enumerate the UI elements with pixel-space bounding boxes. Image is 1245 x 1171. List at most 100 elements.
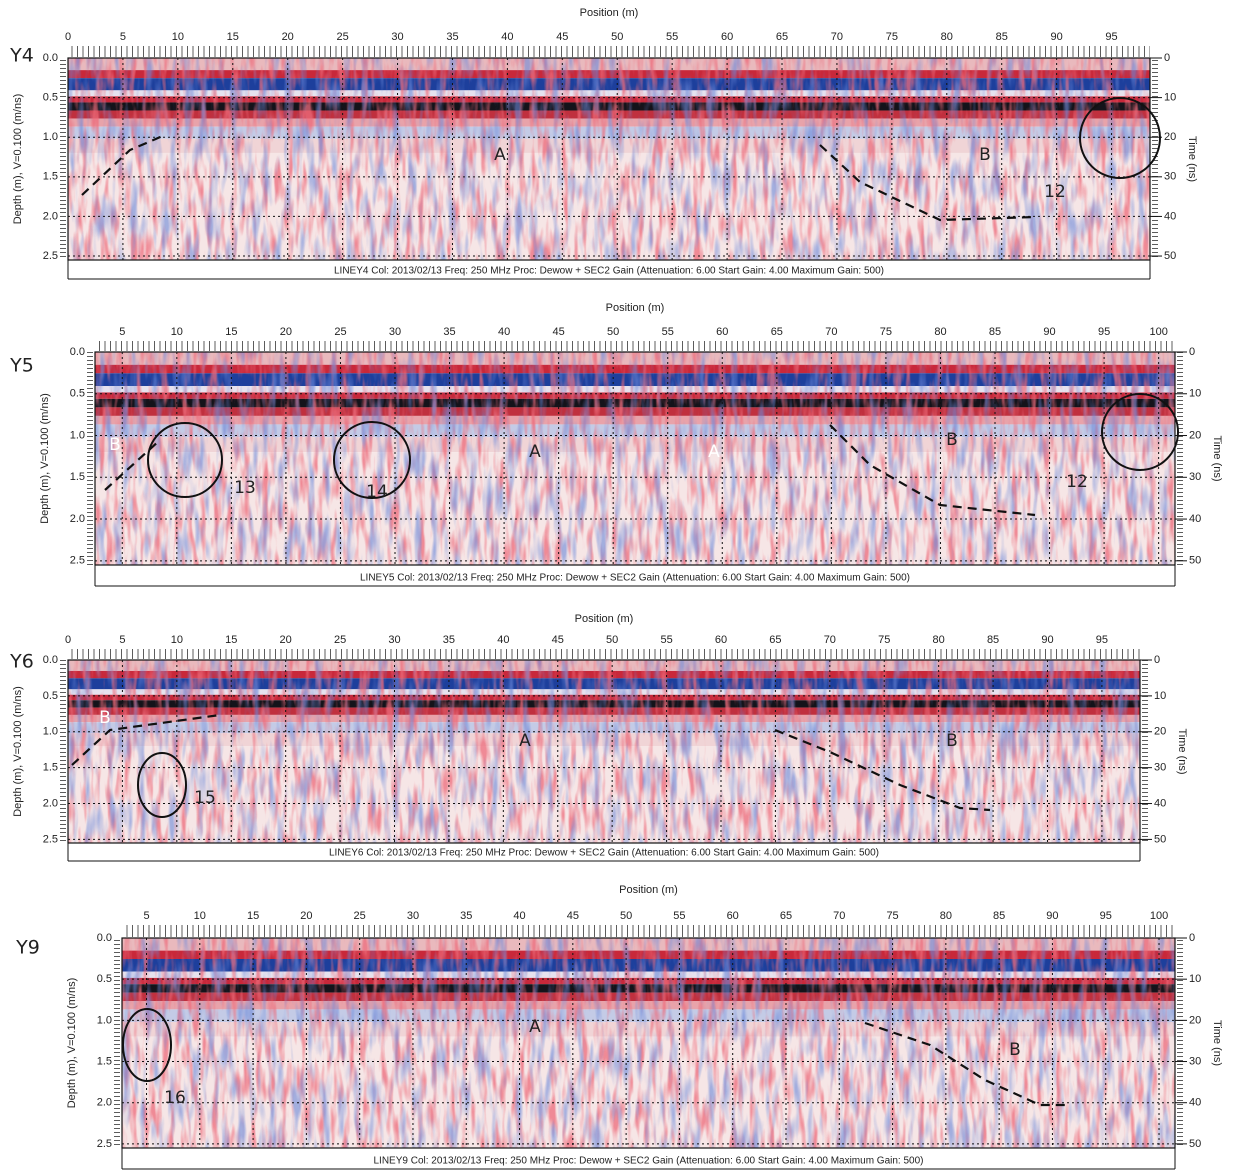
x-tick-label: 30	[391, 31, 403, 43]
y-tick-label: 2.0	[70, 513, 85, 525]
annotation: 12	[1066, 472, 1088, 492]
x-tick-label: 10	[194, 910, 206, 922]
x-tick-label: 35	[443, 326, 455, 338]
x-tick-label: 45	[567, 910, 579, 922]
y-tick-label: 2.0	[43, 797, 58, 809]
x-tick-label: 5	[119, 326, 125, 338]
x-tick-label: 35	[443, 634, 455, 646]
annotation: B	[946, 731, 958, 751]
y-tick-label: 0.5	[43, 690, 58, 702]
x-tick-label: 70	[833, 910, 845, 922]
annotation: B	[1009, 1040, 1021, 1060]
y-tick-label: 2.5	[70, 555, 85, 567]
y2-tick-label: 40	[1154, 797, 1166, 809]
panel-label: Y6	[9, 651, 34, 673]
y-tick-label: 2.0	[43, 210, 58, 222]
x-tick-label: 95	[1096, 634, 1108, 646]
x-tick-label: 90	[1046, 910, 1058, 922]
x-tick-label: 5	[120, 31, 126, 43]
x-tick-label: 90	[1043, 326, 1055, 338]
y2-axis-title: Time (ns)	[1211, 435, 1223, 481]
x-tick-label: 85	[989, 326, 1001, 338]
annotation: 14	[366, 482, 388, 502]
y-tick-label: 0.0	[97, 932, 112, 944]
panel-label: Y4	[9, 45, 34, 67]
x-tick-label: 40	[513, 910, 525, 922]
x-tick-label: 70	[831, 31, 843, 43]
noise-blue	[95, 352, 1175, 565]
y-axis-title: Depth (m), V=0.100 (m/ns)	[66, 978, 78, 1109]
annotation: 13	[234, 478, 256, 498]
panel-label: Y9	[15, 937, 40, 959]
y-tick-label: 2.5	[97, 1138, 112, 1150]
x-tick-label: 25	[334, 634, 346, 646]
x-tick-label: 15	[225, 634, 237, 646]
x-tick-label: 10	[172, 31, 184, 43]
x-tick-label: 100	[1150, 910, 1168, 922]
y2-tick-label: 0	[1164, 52, 1170, 64]
x-tick-label: 20	[280, 634, 292, 646]
x-tick-label: 55	[666, 31, 678, 43]
y2-tick-label: 40	[1164, 210, 1176, 222]
y-axis-title: Depth (m), V=0.100 (m/ns)	[12, 94, 24, 225]
y-tick-label: 1.5	[70, 471, 85, 483]
x-tick-label: 75	[886, 31, 898, 43]
x-tick-label: 60	[716, 326, 728, 338]
y2-tick-label: 50	[1189, 1138, 1201, 1150]
y2-ruler	[1177, 938, 1183, 1148]
x-axis-title: Position (m)	[606, 302, 665, 314]
y-ruler	[87, 352, 93, 565]
x-tick-label: 90	[1041, 634, 1053, 646]
x-tick-label: 20	[282, 31, 294, 43]
y-tick-label: 1.5	[43, 762, 58, 774]
y-tick-label: 2.0	[97, 1097, 112, 1109]
y2-tick-label: 10	[1164, 92, 1176, 104]
annotation: B	[99, 708, 111, 728]
y2-axis-title: Time (ns)	[1186, 136, 1198, 182]
x-tick-label: 15	[247, 910, 259, 922]
annotation: A	[519, 731, 531, 751]
x-tick-label: 25	[334, 326, 346, 338]
x-tick-label: 50	[620, 910, 632, 922]
x-tick-label: 55	[662, 326, 674, 338]
y2-ruler	[1142, 660, 1148, 843]
x-tick-label: 45	[552, 634, 564, 646]
x-axis-title: Position (m)	[575, 613, 634, 625]
x-tick-label: 45	[556, 31, 568, 43]
annotation: 12	[1044, 182, 1066, 202]
panel-label: Y5	[9, 355, 34, 377]
caption: LINEY5 Col: 2013/02/13 Freq: 250 MHz Pro…	[360, 573, 910, 584]
y-ruler	[60, 660, 66, 843]
y-tick-label: 0.5	[70, 388, 85, 400]
y-tick-label: 1.0	[70, 429, 85, 441]
y-tick-label: 1.5	[97, 1055, 112, 1067]
x-tick-label: 50	[606, 634, 618, 646]
x-tick-label: 0	[65, 634, 71, 646]
x-tick-label: 70	[824, 634, 836, 646]
caption: LINEY6 Col: 2013/02/13 Freq: 250 MHz Pro…	[329, 848, 879, 859]
x-tick-label: 20	[280, 326, 292, 338]
y2-tick-label: 50	[1164, 250, 1176, 262]
x-tick-label: 65	[769, 634, 781, 646]
y2-axis-title: Time (ns)	[1176, 728, 1188, 774]
y2-tick-label: 10	[1189, 973, 1201, 985]
x-tick-label: 0	[65, 31, 71, 43]
y2-tick-label: 50	[1154, 833, 1166, 845]
annotation: 16	[164, 1088, 186, 1108]
x-tick-label: 80	[933, 634, 945, 646]
x-axis-title: Position (m)	[580, 7, 639, 19]
y2-tick-label: 20	[1154, 726, 1166, 738]
annotation: A	[708, 442, 720, 462]
x-tick-label: 5	[119, 634, 125, 646]
x-tick-label: 100	[1149, 326, 1167, 338]
x-tick-label: 95	[1100, 910, 1112, 922]
y-axis-title: Depth (m), V=0.100 (m/ns)	[12, 686, 24, 817]
y-tick-label: 1.5	[43, 171, 58, 183]
y2-tick-label: 40	[1189, 513, 1201, 525]
y-tick-label: 1.0	[43, 726, 58, 738]
annotation: A	[494, 145, 506, 165]
x-tick-label: 30	[407, 910, 419, 922]
x-tick-label: 90	[1051, 31, 1063, 43]
annotation: A	[529, 1017, 541, 1037]
